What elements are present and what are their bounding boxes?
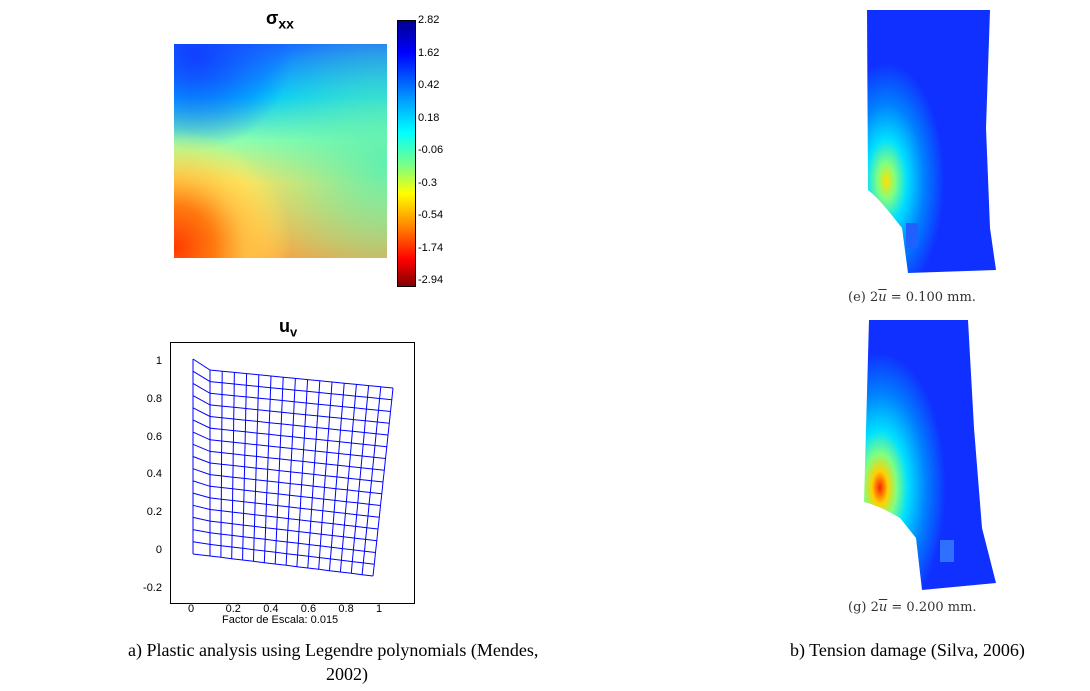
colorbar-tick-label: -0.54: [418, 209, 444, 221]
caption-a-line2: 2002): [326, 664, 368, 684]
mesh-y-tick-label: 0: [155, 544, 162, 556]
colorbar-tick-label: -0.3: [418, 176, 437, 189]
mesh-row-line: [192, 529, 376, 553]
mesh-plot-title: uv: [279, 316, 297, 340]
stress-plot-title: σxx: [266, 8, 294, 32]
specimen-shape-g: [864, 320, 996, 590]
mesh-column-line: [361, 386, 382, 575]
mesh-y-tick-label: 0.8: [146, 392, 162, 405]
mesh-plot-axes: [170, 342, 415, 604]
mesh-column-line: [318, 381, 333, 570]
colorbar-tick-label: -1.74: [418, 241, 444, 254]
mesh-y-tick-label: 0.4: [146, 468, 162, 481]
scale-factor-label: Factor de Escala: 0.015: [222, 614, 339, 626]
mesh-column-line: [307, 380, 321, 569]
mesh-column-line: [372, 387, 394, 577]
mesh-y-tick-label: 0.2: [146, 506, 162, 519]
mesh-column-line: [253, 374, 260, 562]
damage-patch-e: [906, 223, 918, 248]
mesh-column-line: [231, 372, 235, 559]
damage-patch-g: [940, 540, 954, 562]
mesh-row-line: [192, 553, 374, 577]
mesh-plot-frame: [170, 342, 415, 604]
damage-contour-e: [867, 10, 996, 273]
stress-title-symbol: σ: [266, 8, 279, 28]
mesh-x-tick-label: 1: [376, 603, 383, 615]
mesh-y-tick-label: -0.2: [143, 581, 162, 594]
mesh-column-line: [263, 375, 272, 563]
mesh-row-line: [192, 358, 394, 389]
mesh-column-line: [350, 385, 370, 574]
colorbar-tick-label: -2.94: [418, 274, 444, 286]
colorbar-tick-label: 0.18: [418, 111, 440, 124]
mesh-y-tick-label: 0.6: [146, 430, 162, 443]
damage-contour-g: [864, 320, 996, 590]
colorbar-tick-label: -0.06: [418, 144, 444, 156]
subfig-g-label: (g) 2u = 0.200 mm.: [848, 600, 977, 615]
mesh-x-tick-label: 0.6: [300, 603, 317, 615]
deformed-mesh: [192, 358, 394, 577]
stress-title-subscript: xx: [278, 15, 294, 32]
mesh-column-line: [274, 377, 284, 565]
stress-field-hotspot: [174, 44, 387, 258]
ubar-symbol-g: u: [878, 600, 888, 615]
mesh-column-line: [339, 384, 357, 573]
mesh-title-subscript: v: [290, 324, 298, 340]
ubar-symbol-e: u: [878, 290, 887, 305]
colorbar-tick-label: 2.82: [418, 14, 440, 26]
mesh-column-line: [296, 379, 309, 567]
mesh-x-tick-label: 0.4: [263, 603, 279, 615]
mesh-column-line: [242, 373, 248, 561]
mesh-title-symbol: u: [279, 316, 290, 336]
colorbar-tick-label: 0.42: [418, 79, 440, 91]
mesh-row-line: [192, 541, 375, 565]
mesh-column-line: [220, 371, 223, 558]
mesh-x-tick-label: 0: [188, 603, 195, 615]
mesh-x-tick-label: 0.8: [338, 603, 354, 615]
colorbar-tick-label: 1.62: [418, 46, 440, 59]
mesh-row-line: [192, 382, 391, 412]
mesh-y-tick-label: 1: [155, 355, 162, 367]
caption-b: b) Tension damage (Silva, 2006): [790, 640, 1025, 660]
mesh-x-tick-label: 0.2: [225, 603, 241, 615]
caption-a-line1: a) Plastic analysis using Legendre polyn…: [128, 640, 539, 660]
mesh-row-line: [192, 370, 392, 401]
mesh-column-line: [285, 378, 296, 566]
stress-colorbar: [397, 20, 416, 287]
subfig-e-label: (e) 2u = 0.100 mm.: [848, 290, 976, 305]
stress-contour-plot: [174, 44, 387, 258]
mesh-column-line: [329, 383, 345, 571]
specimen-shape-e: [867, 10, 996, 273]
